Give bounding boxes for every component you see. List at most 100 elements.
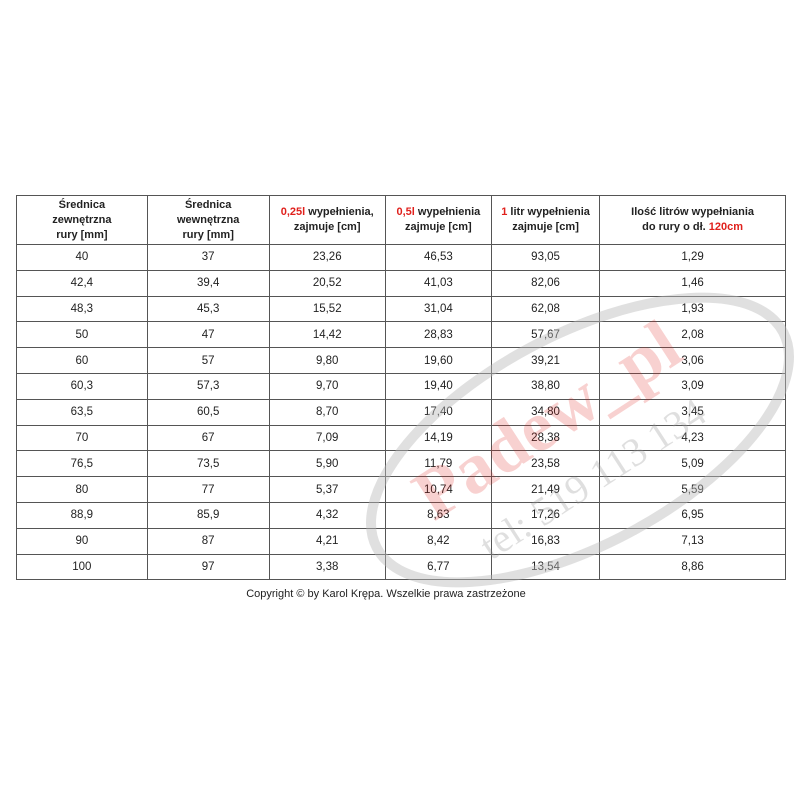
column-header: Ilość litrów wypełniania do rury o dł. 1… bbox=[599, 195, 786, 245]
table-cell: 1,93 bbox=[599, 295, 786, 323]
column-header: 0,25l wypełnienia, zajmuje [cm] bbox=[268, 195, 386, 245]
table-cell: 16,83 bbox=[490, 527, 601, 555]
column-header: 1 litr wypełnienia zajmuje [cm] bbox=[490, 195, 601, 245]
table-row: 40 37 23,26 46,53 93,05 1,29 bbox=[16, 244, 786, 271]
table-cell: 5,59 bbox=[599, 476, 786, 503]
table-cell: 4,21 bbox=[268, 527, 386, 555]
table-cell: 70 bbox=[16, 424, 148, 452]
table-cell: 8,63 bbox=[384, 501, 492, 529]
table-cell: 87 bbox=[146, 527, 270, 555]
table-cell: 39,21 bbox=[490, 347, 601, 374]
table-cell: 17,40 bbox=[384, 398, 492, 426]
table-cell: 4,32 bbox=[268, 501, 386, 529]
table-row: 48,3 45,3 15,52 31,04 62,08 1,93 bbox=[16, 295, 786, 323]
table-cell: 48,3 bbox=[16, 295, 148, 323]
table-row: 50 47 14,42 28,83 57,67 2,08 bbox=[16, 321, 786, 349]
column-header: Średnica wewnętrzna rury [mm] bbox=[146, 195, 270, 245]
table-cell: 57,3 bbox=[146, 372, 270, 400]
table-row: 88,9 85,9 4,32 8,63 17,26 6,95 bbox=[16, 501, 786, 529]
table-cell: 57,67 bbox=[490, 321, 601, 349]
table-cell: 85,9 bbox=[146, 501, 270, 529]
table-cell: 7,09 bbox=[268, 424, 386, 452]
table-cell: 88,9 bbox=[16, 501, 148, 529]
table-cell: 13,54 bbox=[490, 553, 601, 581]
table-row: 60,3 57,3 9,70 19,40 38,80 3,09 bbox=[16, 372, 786, 400]
table-cell: 76,5 bbox=[16, 450, 148, 478]
table-cell: 14,42 bbox=[268, 321, 386, 349]
table-cell: 45,3 bbox=[146, 295, 270, 323]
table-cell: 10,74 bbox=[384, 476, 492, 503]
table-cell: 8,42 bbox=[384, 527, 492, 555]
table-cell: 90 bbox=[16, 527, 148, 555]
table-cell: 3,45 bbox=[599, 398, 786, 426]
copyright-text: Copyright © by Karol Krępa. Wszelkie pra… bbox=[246, 588, 526, 600]
header-text: Średnica zewnętrzna rury [mm] bbox=[52, 198, 112, 241]
header-text: wypełnienia, zajmuje [cm] bbox=[293, 206, 374, 233]
header-highlight: 0,25l bbox=[280, 206, 306, 218]
table-cell: 20,52 bbox=[268, 269, 386, 297]
table-cell: 9,80 bbox=[268, 347, 386, 374]
table-cell: 6,95 bbox=[599, 501, 786, 529]
table-row: 76,5 73,5 5,90 11,79 23,58 5,09 bbox=[16, 450, 786, 478]
table-row: 90 87 4,21 8,42 16,83 7,13 bbox=[16, 527, 786, 555]
table-cell: 19,60 bbox=[384, 347, 492, 374]
table-row: 100 97 3,38 6,77 13,54 8,86 bbox=[16, 553, 786, 581]
table-cell: 4,23 bbox=[599, 424, 786, 452]
column-header: 0,5l wypełnienia zajmuje [cm] bbox=[384, 195, 492, 245]
table-cell: 5,90 bbox=[268, 450, 386, 478]
table-cell: 60,5 bbox=[146, 398, 270, 426]
table-row: 70 67 7,09 14,19 28,38 4,23 bbox=[16, 424, 786, 452]
table-row: 80 77 5,37 10,74 21,49 5,59 bbox=[16, 476, 786, 503]
table-cell: 6,77 bbox=[384, 553, 492, 581]
table-cell: 23,58 bbox=[490, 450, 601, 478]
table-cell: 47 bbox=[146, 321, 270, 349]
pipe-fill-table: Średnica zewnętrzna rury [mm] Średnica we… bbox=[16, 195, 786, 581]
column-header: Średnica zewnętrzna rury [mm] bbox=[16, 195, 148, 245]
table-cell: 40 bbox=[16, 244, 148, 271]
table-cell: 60 bbox=[16, 347, 148, 374]
table-cell: 57 bbox=[146, 347, 270, 374]
table-cell: 60,3 bbox=[16, 372, 148, 400]
table-row: 63,5 60,5 8,70 17,40 34,80 3,45 bbox=[16, 398, 786, 426]
table-cell: 77 bbox=[146, 476, 270, 503]
table-cell: 41,03 bbox=[384, 269, 492, 297]
table-cell: 80 bbox=[16, 476, 148, 503]
table-cell: 5,37 bbox=[268, 476, 386, 503]
table-cell: 8,86 bbox=[599, 553, 786, 581]
header-text: Średnica wewnętrzna rury [mm] bbox=[177, 198, 240, 241]
table-cell: 37 bbox=[146, 244, 270, 271]
table-cell: 46,53 bbox=[384, 244, 492, 271]
header-text: litr wypełnienia zajmuje [cm] bbox=[510, 206, 590, 233]
table-cell: 63,5 bbox=[16, 398, 148, 426]
table-cell: 38,80 bbox=[490, 372, 601, 400]
table-cell: 1,29 bbox=[599, 244, 786, 271]
table-cell: 21,49 bbox=[490, 476, 601, 503]
table-cell: 11,79 bbox=[384, 450, 492, 478]
header-text: Ilość litrów wypełniania do rury o dł. bbox=[631, 206, 755, 233]
table-cell: 73,5 bbox=[146, 450, 270, 478]
table-cell: 100 bbox=[16, 553, 148, 581]
table-cell: 97 bbox=[146, 553, 270, 581]
table-cell: 39,4 bbox=[146, 269, 270, 297]
header-highlight: 0,5l bbox=[396, 206, 415, 218]
table-row: 42,4 39,4 20,52 41,03 82,06 1,46 bbox=[16, 269, 786, 297]
table-cell: 23,26 bbox=[268, 244, 386, 271]
header-row: Średnica zewnętrzna rury [mm] Średnica we… bbox=[16, 195, 786, 245]
table-cell: 3,06 bbox=[599, 347, 786, 374]
table-row: 60 57 9,80 19,60 39,21 3,06 bbox=[16, 347, 786, 374]
table-cell: 3,09 bbox=[599, 372, 786, 400]
table-cell: 19,40 bbox=[384, 372, 492, 400]
table-cell: 7,13 bbox=[599, 527, 786, 555]
table-cell: 82,06 bbox=[490, 269, 601, 297]
table-cell: 2,08 bbox=[599, 321, 786, 349]
table-cell: 34,80 bbox=[490, 398, 601, 426]
table-cell: 67 bbox=[146, 424, 270, 452]
table-cell: 50 bbox=[16, 321, 148, 349]
table-cell: 8,70 bbox=[268, 398, 386, 426]
header-highlight: 1 bbox=[501, 206, 508, 218]
header-text: wypełnienia zajmuje [cm] bbox=[405, 206, 481, 233]
table-cell: 5,09 bbox=[599, 450, 786, 478]
table-cell: 17,26 bbox=[490, 501, 601, 529]
table-cell: 3,38 bbox=[268, 553, 386, 581]
header-highlight: 120cm bbox=[708, 221, 744, 233]
